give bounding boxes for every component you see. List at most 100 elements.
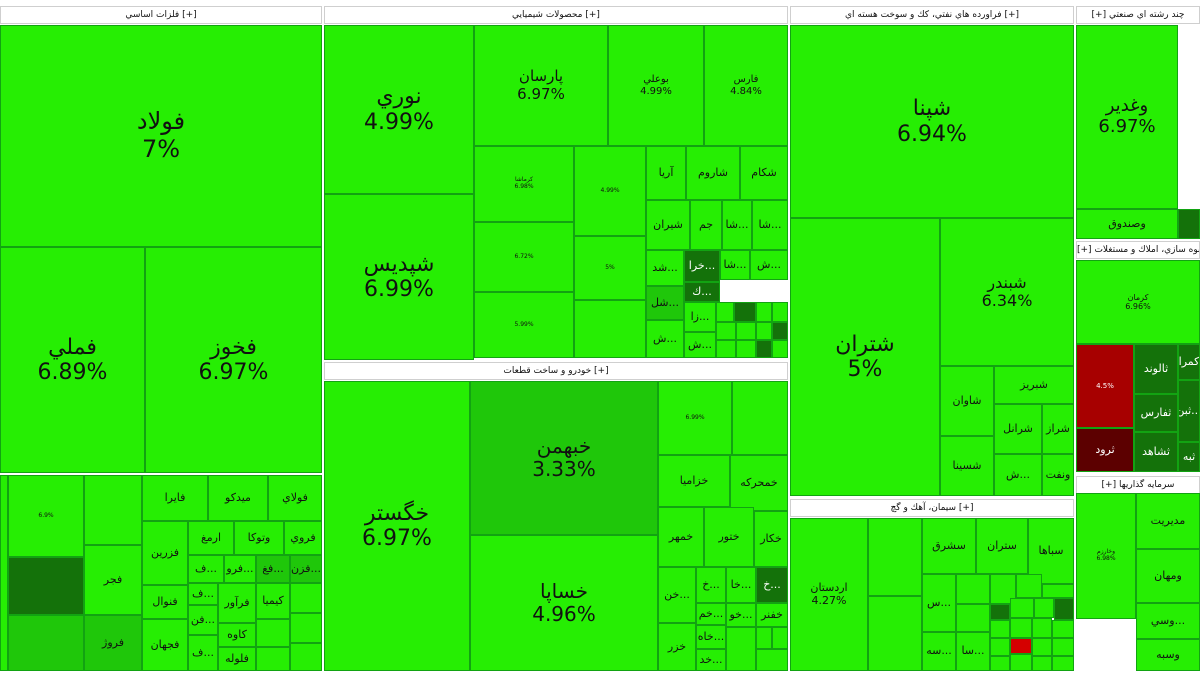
stock-tile-khegostar[interactable]: خگستر 6.97% — [324, 381, 470, 671]
stock-tile-sharoom[interactable]: شاروم — [686, 146, 740, 200]
stock-tile-arya[interactable]: آريا — [646, 146, 686, 200]
stock-tile-shy[interactable]: ش... — [684, 332, 716, 358]
stock-tile-shepna[interactable]: شپنا 6.94% — [790, 25, 1074, 218]
stock-tile-small[interactable] — [772, 302, 788, 322]
stock-tile-small[interactable] — [772, 322, 788, 340]
stock-tile-sharq[interactable]: سشرق — [922, 518, 976, 574]
stock-tile-tbn[interactable]: ثبن... — [1178, 380, 1200, 442]
stock-tile-small[interactable] — [1032, 618, 1052, 638]
stock-tile-modiriat[interactable]: مديريت — [1136, 493, 1200, 549]
stock-tile-fajr[interactable]: فجر — [84, 545, 142, 615]
stock-tile-fnoval[interactable]: فنوال — [142, 585, 188, 619]
stock-tile-tb[interactable]: ثبه — [1178, 442, 1200, 472]
stock-tile-small[interactable] — [990, 638, 1010, 656]
stock-tile-m5[interactable] — [84, 475, 142, 545]
section-header-cement[interactable]: سيمان، آهك و گچ [+] — [790, 499, 1074, 517]
stock-tile-femeli[interactable]: فملي 6.89% — [0, 247, 145, 473]
stock-tile-small[interactable] — [290, 643, 322, 671]
stock-tile-small[interactable] — [756, 649, 788, 671]
section-header-invest[interactable]: [+] سرمايه گذاريها — [1076, 476, 1200, 494]
stock-tile-fekhooz[interactable]: فخوز 6.97% — [145, 247, 322, 473]
stock-tile-c5[interactable] — [574, 300, 646, 358]
stock-tile-small[interactable] — [290, 583, 322, 613]
stock-tile-faira[interactable]: فايرا — [142, 475, 208, 521]
stock-tile-za[interactable]: زا... — [684, 302, 716, 332]
stock-tile-khv[interactable]: خو... — [726, 603, 756, 627]
stock-tile-kermasha[interactable]: كرماشا 6.98% — [474, 146, 574, 222]
stock-tile-khemhar[interactable]: خمهر — [658, 507, 704, 567]
stock-tile-small[interactable] — [1032, 656, 1052, 671]
stock-tile-shesina[interactable]: شسينا — [940, 436, 994, 496]
stock-tile-shl[interactable]: شل... — [646, 286, 684, 320]
stock-tile-vadirma[interactable]: وخارزم 6.98% — [1076, 493, 1136, 619]
stock-tile-sx3[interactable]: سا... — [956, 632, 990, 671]
stock-tile-small[interactable] — [756, 340, 772, 358]
stock-tile-sha1[interactable]: شا... — [722, 200, 752, 250]
stock-tile-ffro[interactable]: فرو... — [224, 555, 256, 583]
stock-tile-khkham[interactable]: خم... — [696, 603, 726, 625]
stock-tile-kerman[interactable]: كرمان 6.96% — [1076, 260, 1200, 344]
stock-tile-khkhah[interactable]: خاه... — [696, 625, 726, 649]
section-header-metals[interactable]: فلزات اساسي [+] — [0, 6, 322, 24]
stock-tile-shral[interactable]: شرانل — [994, 404, 1042, 454]
stock-tile-small[interactable] — [990, 620, 1010, 638]
stock-tile-a1[interactable]: 6.99% — [658, 381, 732, 455]
stock-tile-small[interactable] — [716, 340, 736, 358]
stock-tile-vaghadir[interactable]: وغدير 6.97% — [1076, 25, 1178, 209]
stock-tile-fff[interactable]: ف... — [188, 555, 224, 583]
stock-tile-small[interactable] — [716, 302, 734, 322]
stock-tile-midko[interactable]: ميدكو — [208, 475, 268, 521]
stock-tile-iv1[interactable] — [1178, 209, 1200, 239]
stock-tile-foolai[interactable]: فولاي — [268, 475, 322, 521]
stock-tile-noori[interactable]: نوري 4.99% — [324, 25, 474, 194]
stock-tile-khemrekhe[interactable]: خمحركه — [730, 455, 788, 511]
stock-tile-fzn[interactable]: فزن... — [290, 555, 322, 583]
stock-tile-small[interactable] — [1032, 638, 1052, 656]
stock-tile-shiraz[interactable]: شيران — [646, 200, 690, 250]
stock-tile-small[interactable] — [990, 604, 1010, 620]
stock-tile-vsin[interactable]: وسي... — [1136, 603, 1200, 639]
stock-tile-shz[interactable]: ش... — [994, 454, 1042, 496]
stock-tile-shebandar[interactable]: شبندر 6.34% — [940, 218, 1074, 366]
section-header-chemicals[interactable]: محصولات شيميايي [+] — [324, 6, 788, 24]
stock-tile-talvand[interactable]: ثالوند — [1134, 344, 1178, 394]
stock-tile-small[interactable] — [736, 322, 756, 340]
stock-tile-kimia[interactable]: كيميا — [256, 583, 290, 619]
stock-tile-kh3[interactable]: خ... — [756, 567, 788, 603]
stock-tile-small[interactable] — [256, 619, 290, 647]
stock-tile-small[interactable] — [1054, 598, 1074, 620]
stock-tile-a2[interactable] — [732, 381, 788, 455]
stock-tile-m3[interactable] — [8, 615, 84, 671]
stock-tile-shavan[interactable]: شاوان — [940, 366, 994, 436]
section-header-multi[interactable]: [+] چند رشته اي صنعتي — [1076, 6, 1200, 24]
stock-tile-c3[interactable]: 5% — [574, 236, 646, 300]
stock-tile-kamra[interactable]: كمرا — [1178, 344, 1200, 380]
stock-tile-fvatoka[interactable]: وتوكا — [234, 521, 284, 555]
section-header-auto[interactable]: خودرو و ساخت قطعات [+] — [324, 362, 788, 380]
stock-tile-kh1[interactable]: خ... — [696, 567, 726, 603]
stock-tile-small[interactable] — [1010, 618, 1032, 638]
stock-tile-small[interactable] — [956, 604, 990, 632]
stock-tile-fnp[interactable]: فن... — [188, 605, 218, 635]
stock-tile-ce2[interactable] — [868, 596, 922, 671]
stock-tile-fzarin[interactable]: فزرين — [142, 521, 188, 585]
stock-tile-c2[interactable]: 6.72% — [474, 222, 574, 292]
stock-tile-kh2[interactable]: خا... — [726, 567, 756, 603]
stock-tile-sha2[interactable]: شا... — [752, 200, 788, 250]
stock-tile-sx2[interactable]: سه... — [922, 632, 956, 671]
stock-tile-small[interactable] — [756, 322, 772, 340]
stock-tile-small[interactable] — [1052, 620, 1074, 638]
stock-tile-setran[interactable]: ستران — [976, 518, 1028, 574]
stock-tile-vasbe[interactable]: وسبه — [1136, 639, 1200, 671]
stock-tile-small[interactable] — [772, 627, 788, 649]
stock-tile-khetoor[interactable]: ختور — [704, 507, 754, 567]
stock-tile-vamehan[interactable]: ومهان — [1136, 549, 1200, 603]
stock-tile-foroz[interactable]: فروژ — [84, 615, 142, 671]
stock-tile-shd[interactable]: شد... — [646, 250, 684, 286]
stock-tile-small[interactable] — [772, 340, 788, 358]
stock-tile-vasandoogh[interactable]: وصندوق — [1076, 209, 1178, 239]
stock-tile-c4[interactable]: 5.99% — [474, 292, 574, 358]
stock-tile-kave[interactable]: كاوه — [218, 623, 256, 647]
stock-tile-tshahed[interactable]: ثشاهد — [1134, 432, 1178, 472]
stock-tile-small[interactable] — [1010, 638, 1032, 654]
